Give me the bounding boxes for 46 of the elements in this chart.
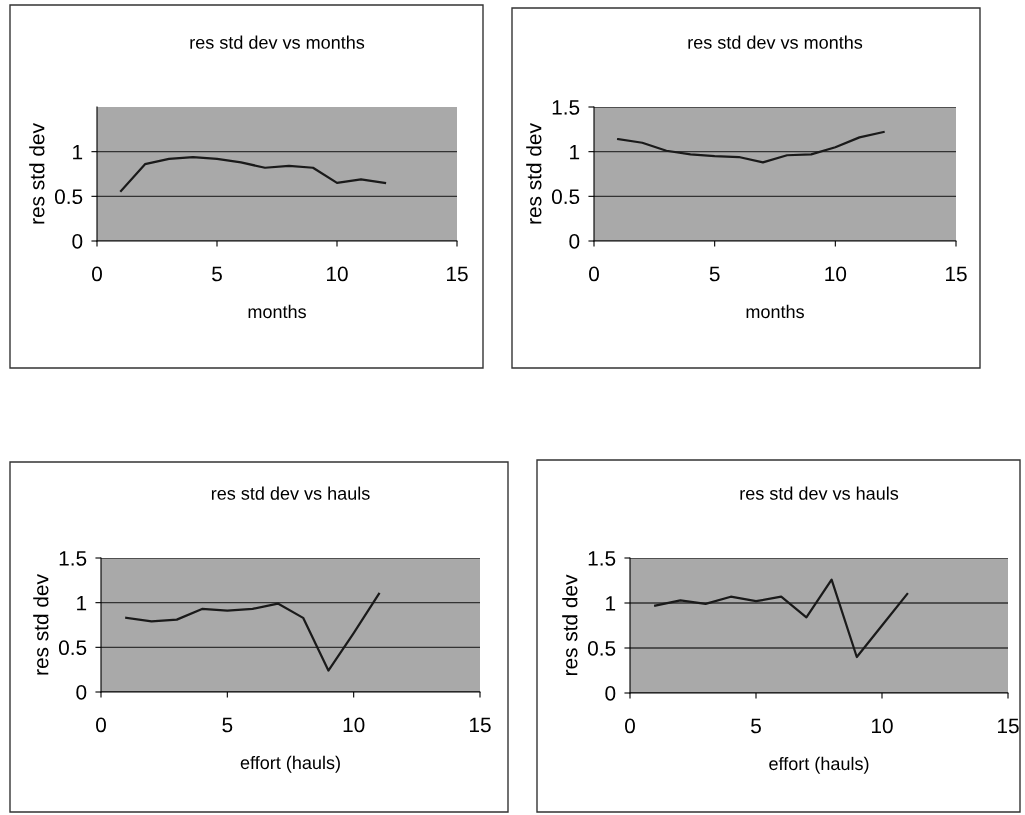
y-axis-title: res std dev bbox=[33, 574, 49, 675]
x-tick-label: 0 bbox=[625, 718, 635, 734]
line-series bbox=[125, 592, 381, 672]
y-tick-label: 1.5 bbox=[552, 100, 580, 115]
line-series bbox=[654, 578, 909, 659]
y-tick-label: 1 bbox=[77, 595, 87, 611]
y-tick-label: 0 bbox=[72, 234, 83, 249]
y-axis-title: res std dev bbox=[29, 123, 45, 224]
y-tick-label: 0 bbox=[569, 234, 580, 249]
x-tick-label: 10 bbox=[327, 266, 348, 282]
y-tick-label: 1 bbox=[606, 596, 616, 611]
x-tick-label: 5 bbox=[709, 266, 720, 282]
y-tick-label: 0 bbox=[605, 686, 616, 701]
x-axis-title: effort (hauls) bbox=[769, 756, 869, 774]
x-axis-title: months bbox=[746, 304, 804, 319]
chart-title: res std dev vs months bbox=[688, 35, 863, 49]
x-tick-label: 5 bbox=[212, 266, 222, 282]
chart-title: res std dev vs hauls bbox=[211, 486, 370, 500]
x-tick-label: 0 bbox=[92, 266, 102, 282]
x-tick-label: 0 bbox=[96, 717, 106, 733]
y-tick-label: 0.5 bbox=[58, 640, 87, 656]
line-series bbox=[119, 155, 387, 193]
x-tick-label: 10 bbox=[343, 717, 365, 733]
x-tick-label: 15 bbox=[470, 717, 491, 733]
y-tick-label: 0.5 bbox=[54, 189, 83, 205]
y-tick-label: 0 bbox=[76, 685, 87, 700]
y-tick-label: 0.5 bbox=[551, 189, 580, 205]
chart-title: res std dev vs hauls bbox=[740, 486, 899, 500]
y-tick-label: 0.5 bbox=[587, 641, 616, 656]
x-axis-title: months bbox=[248, 304, 306, 319]
x-tick-label: 5 bbox=[222, 717, 233, 733]
x-axis-title: effort (hauls) bbox=[240, 755, 340, 773]
y-tick-label: 1 bbox=[570, 144, 580, 160]
y-tick-label: 1 bbox=[73, 144, 83, 160]
x-tick-label: 15 bbox=[946, 266, 967, 282]
x-tick-label: 10 bbox=[825, 266, 847, 282]
line-series bbox=[617, 130, 885, 164]
y-tick-label: 1.5 bbox=[59, 551, 87, 566]
x-tick-label: 5 bbox=[751, 718, 761, 734]
x-tick-label: 10 bbox=[872, 718, 893, 734]
x-tick-label: 15 bbox=[447, 266, 468, 282]
y-tick-label: 1.5 bbox=[588, 551, 616, 566]
x-tick-label: 15 bbox=[998, 718, 1019, 734]
chart-title: res std dev vs months bbox=[190, 35, 365, 49]
y-axis-title: res std dev bbox=[526, 123, 542, 224]
y-axis-title: res std dev bbox=[562, 574, 578, 676]
